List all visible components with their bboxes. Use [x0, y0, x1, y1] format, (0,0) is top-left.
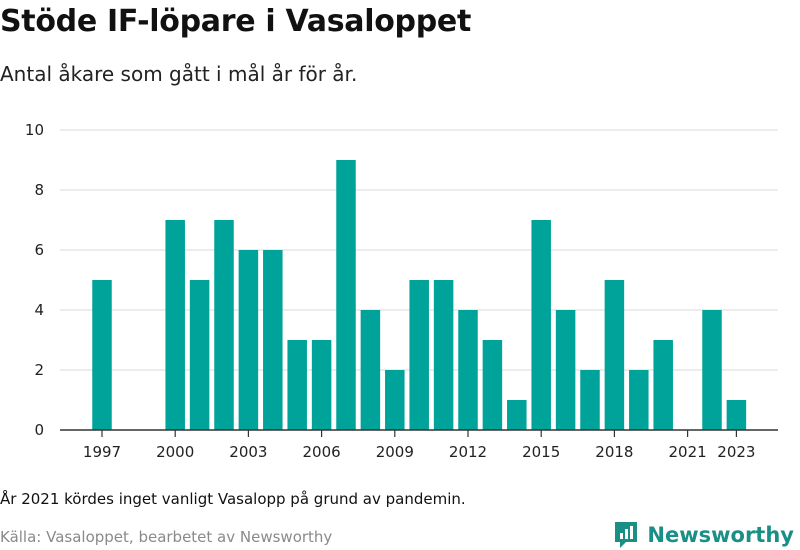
- bar-2006: [311, 340, 332, 430]
- source-text: Källa: Vasaloppet, bearbetet av Newswort…: [0, 528, 333, 546]
- bar-2000: [165, 220, 185, 430]
- bars: [92, 160, 747, 430]
- brand-name: Newsworthy: [647, 523, 794, 547]
- x-tick-label: 2009: [376, 443, 414, 461]
- brand-logo: Newsworthy: [613, 520, 794, 550]
- bar-2023: [726, 400, 747, 430]
- y-tick-label: 6: [34, 241, 44, 259]
- bar-2001: [189, 280, 210, 430]
- newsworthy-logo-icon: [615, 522, 638, 548]
- bar-2008: [360, 310, 381, 430]
- y-tick-label: 0: [34, 421, 44, 439]
- bar-2017: [580, 370, 600, 430]
- bar-2015: [531, 220, 551, 430]
- bar-2005: [287, 340, 307, 430]
- x-tick-label: 2003: [229, 443, 267, 461]
- bar-2022: [702, 310, 722, 430]
- y-tick-label: 2: [34, 361, 44, 379]
- bar-2010: [409, 280, 429, 430]
- chart-title: Stöde IF-löpare i Vasaloppet: [0, 4, 471, 39]
- x-tick-label: 2012: [449, 443, 487, 461]
- bar-2013: [482, 340, 503, 430]
- y-tick-label: 10: [25, 121, 44, 139]
- bar-chart: 0 2 4 6 8 10 1997 2000 2003 2006 2009 2012 2015 2018…: [25, 121, 778, 461]
- x-axis-ticks: 1997 2000 2003 2006 2009 2012 2015 2018 2021 2023: [83, 430, 755, 461]
- x-tick-label: 2023: [717, 443, 755, 461]
- bar-2018: [604, 280, 625, 430]
- x-tick-label: 1997: [83, 443, 121, 461]
- x-tick-label: 2006: [303, 443, 341, 461]
- footnote: År 2021 kördes inget vanligt Vasalopp på…: [0, 490, 466, 508]
- bar-2007: [336, 160, 356, 430]
- bar-2009: [385, 370, 405, 430]
- x-tick-label: 2015: [522, 443, 560, 461]
- x-tick-label: 2000: [156, 443, 194, 461]
- y-tick-label: 8: [34, 181, 44, 199]
- y-tick-label: 4: [34, 301, 44, 319]
- bar-2002: [214, 220, 234, 430]
- bar-2019: [629, 370, 649, 430]
- y-axis-labels: 0 2 4 6 8 10: [25, 121, 44, 439]
- bar-2014: [507, 400, 527, 430]
- bar-2016: [555, 310, 576, 430]
- bar-2003: [238, 250, 259, 430]
- chart-subtitle: Antal åkare som gått i mål år för år.: [0, 62, 358, 86]
- x-tick-label: 2018: [595, 443, 633, 461]
- bar-2020: [653, 340, 673, 430]
- bar-2012: [458, 310, 478, 430]
- bar-2004: [263, 250, 283, 430]
- bar-2011: [433, 280, 454, 430]
- bar-1997: [92, 280, 112, 430]
- x-tick-label: 2021: [669, 443, 707, 461]
